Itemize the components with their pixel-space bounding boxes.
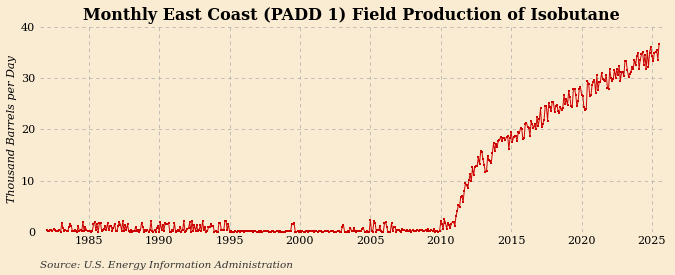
Text: Source: U.S. Energy Information Administration: Source: U.S. Energy Information Administ… [40, 260, 294, 270]
Y-axis label: Thousand Barrels per Day: Thousand Barrels per Day [7, 56, 17, 203]
Title: Monthly East Coast (PADD 1) Field Production of Isobutane: Monthly East Coast (PADD 1) Field Produc… [83, 7, 620, 24]
